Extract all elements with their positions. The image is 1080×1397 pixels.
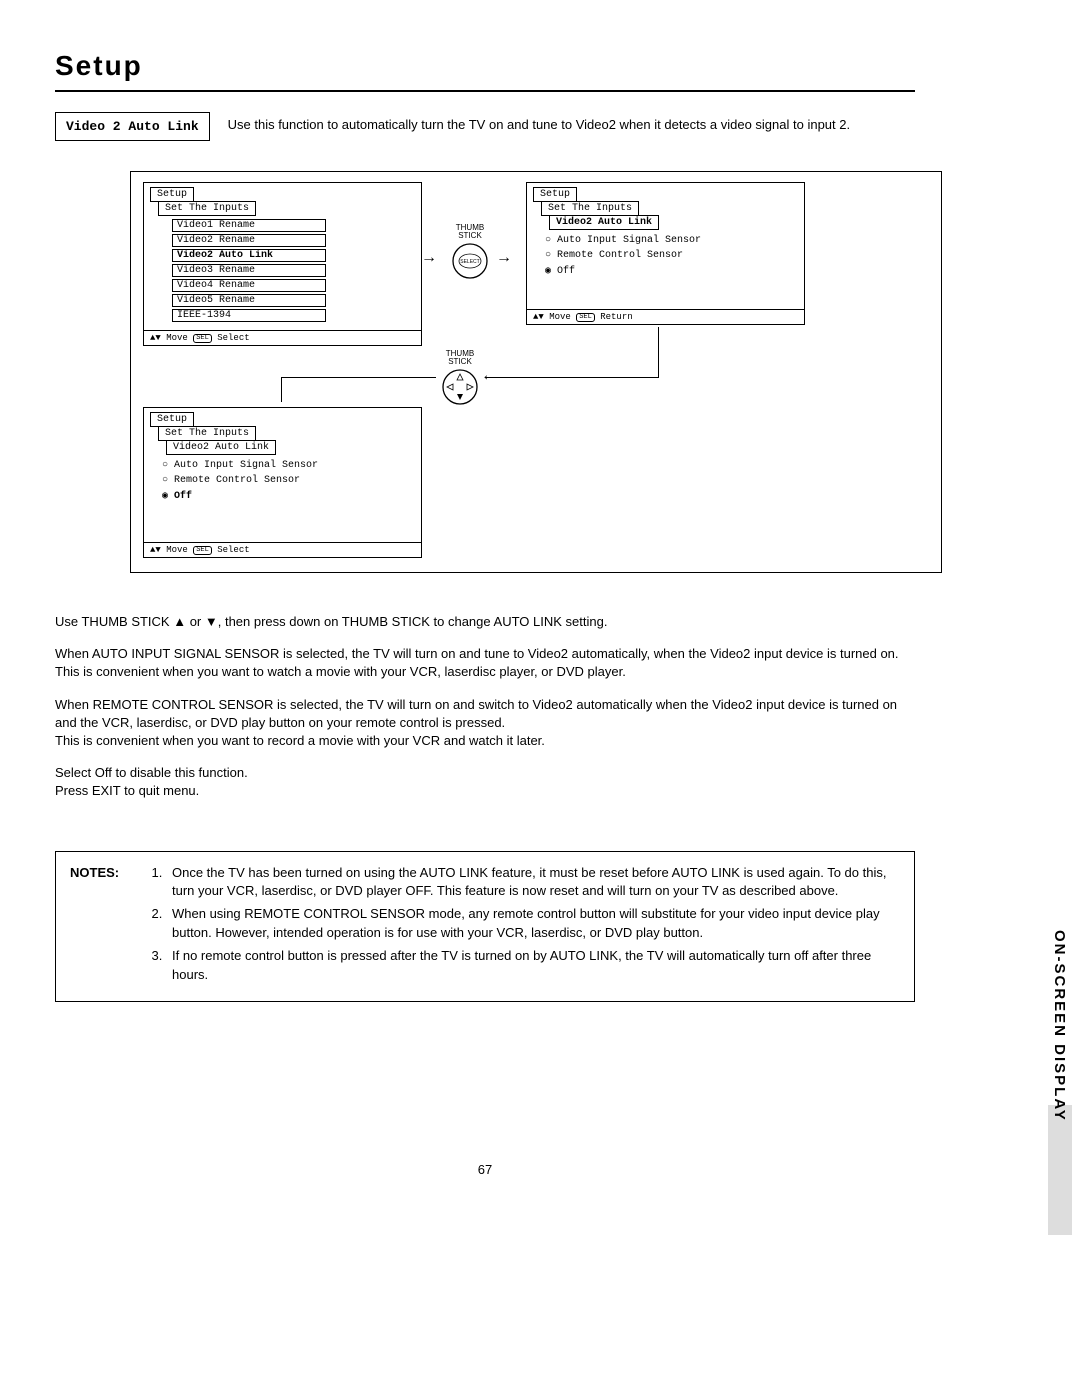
menu-box-1: Setup Set The Inputs Video1 Rename Video… <box>143 182 422 346</box>
header-label: Video 2 Auto Link <box>55 112 210 141</box>
menu3-option[interactable]: Remote Control Sensor <box>162 475 415 486</box>
thumb-stick-2: THUMB STICK <box>441 350 479 406</box>
notes-item: Once the TV has been turned on using the… <box>166 864 900 902</box>
notes-label: NOTES: <box>70 864 128 989</box>
thumb-label: THUMB STICK <box>451 224 489 240</box>
body-p2: When AUTO INPUT SIGNAL SENSOR is selecte… <box>55 645 915 681</box>
menu2-tab1: Setup <box>533 187 577 202</box>
menu1-item[interactable]: Video4 Rename <box>172 279 326 292</box>
menu3-footer: ▲▼ Move SEL Select <box>144 542 421 557</box>
page-number: 67 <box>55 1162 915 1177</box>
arrow-left-icon: ← <box>481 367 497 385</box>
menu-box-2: Setup Set The Inputs Video2 Auto Link Au… <box>526 182 805 325</box>
connector <box>281 377 282 402</box>
notes-item: When using REMOTE CONTROL SENSOR mode, a… <box>166 905 900 943</box>
connector <box>486 377 659 378</box>
notes-box: NOTES: Once the TV has been turned on us… <box>55 851 915 1002</box>
menu1-items: Video1 Rename Video2 Rename Video2 Auto … <box>172 219 415 324</box>
menu1-item[interactable]: Video1 Rename <box>172 219 326 232</box>
menu2-footer: ▲▼ Move SEL Return <box>527 309 804 324</box>
diagram: Setup Set The Inputs Video1 Rename Video… <box>130 171 942 573</box>
menu2-options: Auto Input Signal Sensor Remote Control … <box>545 235 798 303</box>
header-row: Video 2 Auto Link Use this function to a… <box>55 112 915 141</box>
connector <box>281 377 436 378</box>
side-tab-label: ON-SCREEN DISPLAY <box>1051 930 1068 1122</box>
notes-list: Once the TV has been turned on using the… <box>142 864 900 989</box>
menu1-item-highlight[interactable]: Video2 Auto Link <box>172 249 326 262</box>
title-rule <box>55 90 915 92</box>
menu-box-3: Setup Set The Inputs Video2 Auto Link Au… <box>143 407 422 558</box>
body-p4: Select Off to disable this function. Pre… <box>55 764 915 800</box>
side-tab-bg <box>1048 1105 1072 1235</box>
arrow-right-icon: → <box>421 249 437 267</box>
page-title: Setup <box>55 50 915 82</box>
menu1-item[interactable]: Video5 Rename <box>172 294 326 307</box>
thumb-stick-icon: SELECT <box>451 242 489 280</box>
menu3-option-selected[interactable]: Off <box>162 490 415 502</box>
menu1-footer: ▲▼ Move SEL Select <box>144 330 421 345</box>
menu1-tab1: Setup <box>150 187 194 202</box>
menu1-item[interactable]: IEEE-1394 <box>172 309 326 322</box>
menu1-item[interactable]: Video3 Rename <box>172 264 326 277</box>
menu3-tab1: Setup <box>150 412 194 427</box>
thumb-stick-1: THUMB STICK SELECT <box>451 224 489 280</box>
menu2-tab2: Set The Inputs <box>541 201 639 216</box>
menu2-option[interactable]: Off <box>545 265 798 277</box>
thumb-stick-dpad-icon <box>441 368 479 406</box>
menu2-tab3: Video2 Auto Link <box>549 215 659 230</box>
menu1-item[interactable]: Video2 Rename <box>172 234 326 247</box>
menu3-tab3: Video2 Auto Link <box>166 440 276 455</box>
menu1-tab2: Set The Inputs <box>158 201 256 216</box>
header-desc: Use this function to automatically turn … <box>228 112 850 134</box>
thumb-label: THUMB STICK <box>441 350 479 366</box>
svg-text:SELECT: SELECT <box>460 259 479 265</box>
connector <box>658 327 659 377</box>
body-p3: When REMOTE CONTROL SENSOR is selected, … <box>55 696 915 751</box>
arrow-right-icon: → <box>496 249 512 267</box>
menu3-options: Auto Input Signal Sensor Remote Control … <box>162 460 415 536</box>
notes-item: If no remote control button is pressed a… <box>166 947 900 985</box>
menu3-option[interactable]: Auto Input Signal Sensor <box>162 460 415 471</box>
menu3-tab2: Set The Inputs <box>158 426 256 441</box>
body-p1: Use THUMB STICK ▲ or ▼, then press down … <box>55 613 915 631</box>
menu2-option[interactable]: Auto Input Signal Sensor <box>545 235 798 246</box>
menu2-option[interactable]: Remote Control Sensor <box>545 250 798 261</box>
